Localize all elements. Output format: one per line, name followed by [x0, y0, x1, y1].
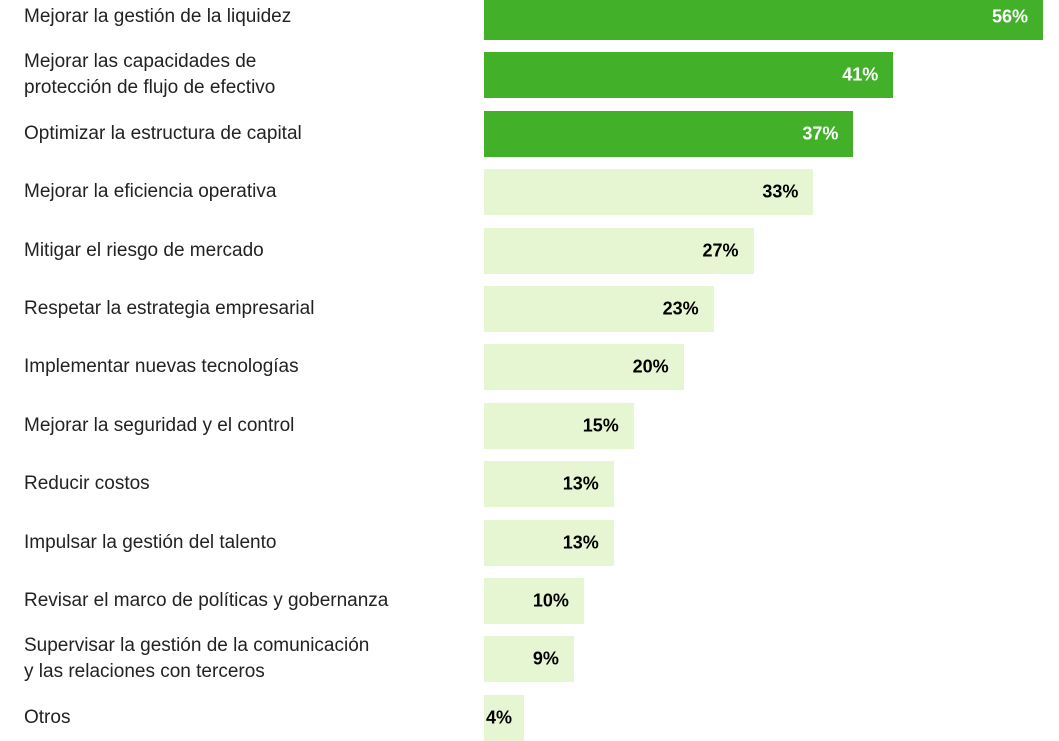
category-label: Impulsar la gestión del talento — [24, 531, 277, 553]
value-label: 33% — [762, 181, 799, 202]
value-label: 9% — [532, 648, 559, 669]
bar — [484, 519, 614, 566]
category-label: Respetar la estrategia empresarial — [24, 298, 315, 319]
bar — [484, 636, 574, 683]
value-label: 15% — [582, 415, 619, 436]
category-label: Optimizar la estructura de capital — [24, 122, 302, 144]
bar — [484, 402, 634, 449]
value-label: 10% — [532, 590, 569, 611]
bar — [484, 461, 614, 508]
category-label: Mejorar la eficiencia operativa — [24, 181, 277, 203]
value-label: 20% — [632, 356, 669, 377]
value-label: 41% — [842, 64, 879, 85]
bar — [484, 344, 684, 391]
value-label: 27% — [702, 240, 739, 261]
value-label: 13% — [562, 532, 599, 553]
value-label: 4% — [486, 707, 513, 728]
bar — [484, 227, 754, 274]
category-label: Supervisar la gestión de la comunicación… — [24, 635, 370, 683]
bar — [484, 110, 854, 157]
bar — [484, 286, 714, 332]
category-label: Mitigar el riesgo de mercado — [24, 239, 264, 261]
bar — [484, 0, 1043, 40]
category-label: Revisar el marco de políticas y gobernan… — [24, 590, 389, 611]
value-label: 37% — [802, 123, 839, 144]
category-label: Reducir costos — [24, 473, 150, 495]
bar — [484, 694, 524, 741]
category-label: Otros — [24, 706, 71, 728]
category-label: Implementar nuevas tecnologías — [24, 356, 299, 378]
category-label: Mejorar las capacidades de protección de… — [24, 51, 276, 99]
bar — [484, 169, 814, 216]
value-label: 23% — [662, 298, 699, 319]
category-label: Mejorar la gestión de la liquidez — [24, 6, 292, 27]
value-label: 56% — [992, 6, 1029, 27]
bar — [484, 52, 894, 99]
bar — [484, 578, 584, 624]
value-label: 13% — [562, 473, 599, 494]
category-label: Mejorar la seguridad y el control — [24, 414, 295, 436]
